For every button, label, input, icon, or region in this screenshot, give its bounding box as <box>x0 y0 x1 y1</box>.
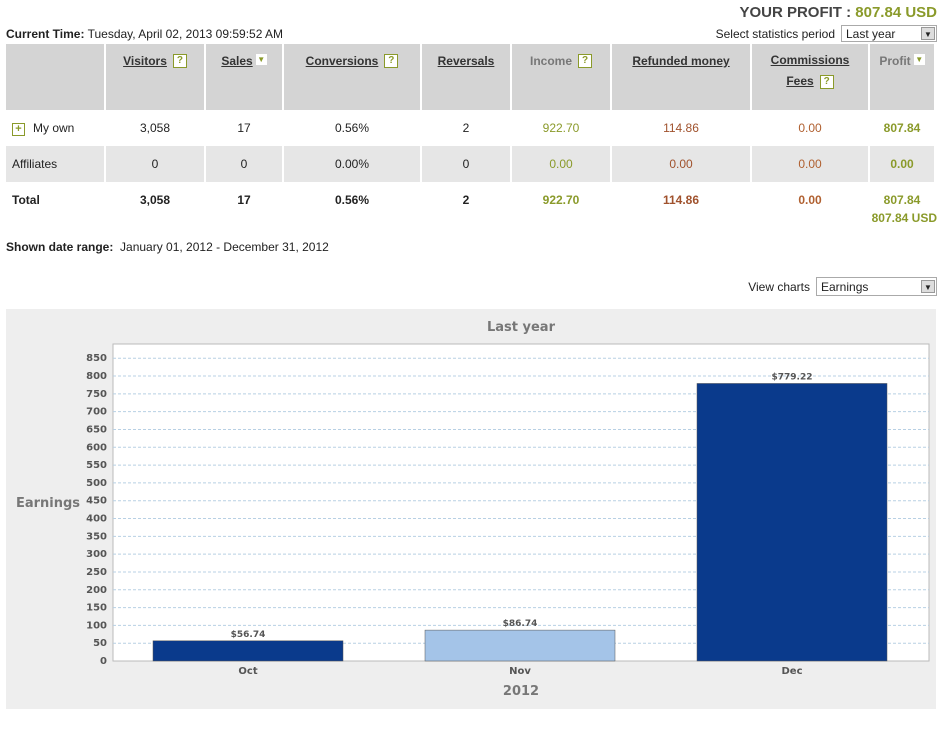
x-tick-label: Oct <box>238 666 257 677</box>
chevron-down-icon: ▼ <box>921 27 935 40</box>
bar-nov <box>424 629 616 662</box>
view-charts: View charts Earnings ▼ <box>748 277 937 296</box>
y-tick-label: 50 <box>93 638 107 649</box>
sort-down-icon[interactable]: ▼ <box>913 54 925 65</box>
y-tick-label: 300 <box>86 549 107 560</box>
cell: 0 <box>205 146 284 182</box>
col-commissions[interactable]: Commissions Fees? <box>751 44 870 110</box>
y-tick-label: 100 <box>86 620 107 631</box>
y-tick-label: 700 <box>86 407 107 418</box>
time-label: Current Time: <box>6 27 85 41</box>
y-tick-label: 650 <box>86 424 107 435</box>
table-row: + My own 3,058 17 0.56% 2 922.70 114.86 0.00 807… <box>6 110 936 146</box>
col-reversals[interactable]: Reversals <box>421 44 512 110</box>
cell: 0.00% <box>283 146 422 182</box>
cell: 807.84 <box>869 110 936 146</box>
help-icon[interactable]: ? <box>819 74 834 89</box>
y-tick-label: 600 <box>86 442 107 453</box>
y-tick-label: 750 <box>86 389 107 400</box>
y-tick-label: 350 <box>86 531 107 542</box>
cell: 0.00 <box>611 146 752 182</box>
col-refunded[interactable]: Refunded money <box>611 44 752 110</box>
row-name: + My own <box>6 110 106 146</box>
chart-svg: Last year 0 50 100 150 200 250 300 350 400 450 500 5… <box>16 320 930 699</box>
col-visitors[interactable]: Visitors? <box>105 44 206 110</box>
range-value: January 01, 2012 - December 31, 2012 <box>120 240 329 254</box>
cell: 0.00 <box>751 182 870 218</box>
profit-value: 807.84 USD <box>855 4 937 21</box>
col-conversions[interactable]: Conversions? <box>283 44 422 110</box>
cell: 0.00 <box>511 146 612 182</box>
cell: 0.00 <box>751 110 870 146</box>
your-profit: YOUR PROFIT : 807.84 USD <box>739 4 937 21</box>
help-icon[interactable]: ? <box>172 54 187 68</box>
cell: 922.70 <box>511 110 612 146</box>
period-value: Last year <box>846 26 896 41</box>
current-time: Current Time: Tuesday, April 02, 2013 09… <box>6 27 283 41</box>
sort-down-icon[interactable]: ▼ <box>255 54 267 65</box>
cell: 3,058 <box>105 182 206 218</box>
chart-title: Last year <box>487 320 556 335</box>
row-name: Affiliates <box>6 146 106 182</box>
period-selector: Select statistics period Last year ▼ <box>716 25 937 42</box>
help-icon[interactable]: ? <box>578 54 592 68</box>
data-label: $86.74 <box>503 619 538 629</box>
cell: 17 <box>205 182 284 218</box>
y-tick-label: 500 <box>86 478 107 489</box>
cell: 2 <box>421 110 512 146</box>
cell: 0.56% <box>283 182 422 218</box>
cell: 3,058 <box>105 110 206 146</box>
cell: 114.86 <box>611 182 752 218</box>
chart-select[interactable]: Earnings ▼ <box>816 277 937 296</box>
range-label: Shown date range: <box>6 240 114 254</box>
date-range: Shown date range: January 01, 2012 - Dec… <box>6 240 329 254</box>
cell: 17 <box>205 110 284 146</box>
x-tick-label: Dec <box>781 666 802 677</box>
cell: 0.00 <box>751 146 870 182</box>
profit-label: YOUR PROFIT : <box>739 4 852 21</box>
cell: 0.56% <box>283 110 422 146</box>
view-charts-label: View charts <box>748 279 810 294</box>
period-select[interactable]: Last year ▼ <box>841 25 937 42</box>
x-tick-label: Nov <box>509 666 531 677</box>
y-tick-label: 400 <box>86 514 107 525</box>
y-tick-label: 450 <box>86 496 107 507</box>
time-value: Tuesday, April 02, 2013 09:59:52 AM <box>87 27 284 41</box>
stats-table: Visitors? Sales ▼ Conversions? Reversals … <box>6 44 936 218</box>
y-tick-label: 150 <box>86 603 107 614</box>
y-tick-label: 250 <box>86 567 107 578</box>
y-tick-label: 0 <box>100 656 107 667</box>
table-row-total: Total 3,058 17 0.56% 2 922.70 114.86 0.00 807.8… <box>6 182 936 218</box>
header-blank <box>6 44 106 110</box>
cell: 0 <box>421 146 512 182</box>
y-tick-label: 800 <box>86 371 107 382</box>
col-income: Income? <box>511 44 612 110</box>
earnings-chart: Last year 0 50 100 150 200 250 300 350 400 450 500 5… <box>6 309 936 709</box>
x-axis-label: 2012 <box>503 684 539 699</box>
table-row: Affiliates 0 0 0.00% 0 0.00 0.00 0.00 0.00 <box>6 146 936 182</box>
cell: 922.70 <box>511 182 612 218</box>
total-usd: 807.84 USD <box>871 211 937 225</box>
y-tick-label: 850 <box>86 353 107 364</box>
cell: 2 <box>421 182 512 218</box>
row-name: Total <box>6 182 106 218</box>
bar-oct <box>152 640 344 662</box>
cell: 807.84 <box>869 182 936 218</box>
bar-dec <box>696 383 888 662</box>
col-sales[interactable]: Sales ▼ <box>205 44 284 110</box>
y-axis-label: Earnings <box>16 496 80 511</box>
help-icon[interactable]: ? <box>384 54 399 68</box>
cell: 0.00 <box>869 146 936 182</box>
col-profit[interactable]: Profit ▼ <box>869 44 936 110</box>
cell: 114.86 <box>611 110 752 146</box>
expand-icon[interactable]: + <box>12 122 25 136</box>
y-tick-label: 550 <box>86 460 107 471</box>
chart-select-value: Earnings <box>821 279 869 294</box>
data-label: $56.74 <box>231 630 266 640</box>
cell: 0 <box>105 146 206 182</box>
period-label: Select statistics period <box>715 26 835 41</box>
chevron-down-icon: ▼ <box>921 280 935 293</box>
y-tick-label: 200 <box>86 585 107 596</box>
data-label: $779.22 <box>772 372 813 382</box>
